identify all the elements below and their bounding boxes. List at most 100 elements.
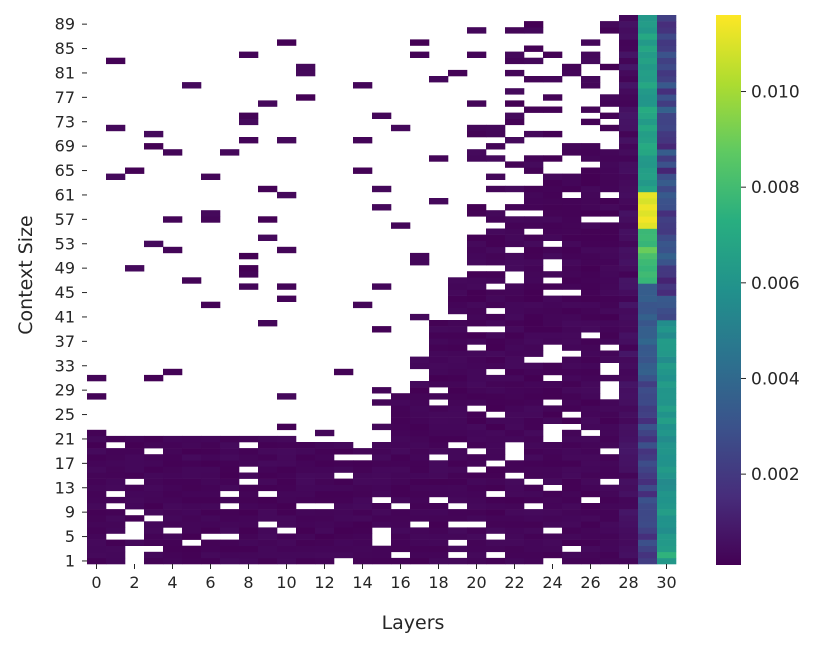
heatmap-cell (163, 448, 183, 455)
heatmap-cell (638, 515, 658, 522)
x-tick-label: 26 (580, 573, 600, 592)
heatmap-cell (543, 313, 563, 321)
heatmap-cell (505, 234, 525, 241)
heatmap-cell (581, 381, 601, 388)
heatmap-cell (391, 222, 411, 229)
heatmap-cell (657, 545, 677, 553)
heatmap-cell (258, 320, 278, 327)
heatmap-cell (429, 350, 449, 357)
heatmap-cell (657, 509, 677, 516)
heatmap-cell (505, 399, 525, 406)
heatmap-cell (429, 503, 449, 510)
heatmap-cell (239, 539, 259, 546)
heatmap-cell (353, 551, 373, 559)
heatmap-cell (163, 490, 183, 498)
heatmap-cell (524, 57, 544, 65)
heatmap-cell (562, 405, 582, 412)
heatmap-cell (505, 496, 525, 504)
heatmap-cell (657, 442, 677, 449)
heatmap-cell (296, 454, 316, 461)
heatmap-cell (87, 454, 107, 461)
heatmap-cell (524, 265, 544, 272)
heatmap-cell (600, 557, 620, 565)
heatmap-cell (125, 454, 145, 461)
heatmap-cell (87, 478, 107, 485)
heatmap-cell (581, 374, 601, 382)
heatmap-cell (125, 503, 145, 510)
heatmap-cell (638, 149, 658, 156)
heatmap-cell (239, 472, 259, 479)
heatmap-cell (600, 277, 620, 284)
heatmap-cell (524, 362, 544, 370)
heatmap-cell (372, 326, 392, 333)
heatmap-cell (277, 393, 297, 400)
heatmap-cell (638, 533, 658, 540)
heatmap-cell (581, 368, 601, 376)
heatmap-cell (220, 448, 240, 455)
heatmap-cell (182, 515, 202, 522)
heatmap-cell (657, 521, 677, 528)
heatmap-cell (581, 435, 601, 443)
y-tick-label: 77 (55, 88, 75, 107)
heatmap-cell (201, 435, 221, 443)
heatmap-cell (448, 472, 468, 479)
heatmap-cell (486, 271, 506, 278)
heatmap-cell (410, 393, 430, 400)
heatmap-cell (524, 472, 544, 479)
heatmap-cell (429, 417, 449, 424)
heatmap-cell (543, 283, 563, 290)
heatmap-cell (486, 435, 506, 443)
heatmap-cell (486, 246, 506, 254)
heatmap-cell (581, 283, 601, 290)
heatmap-cell (239, 484, 259, 492)
heatmap-cell (600, 283, 620, 290)
heatmap-cell (638, 320, 658, 327)
heatmap-cell (581, 527, 601, 534)
heatmap-cell (467, 155, 487, 162)
heatmap-cell (657, 76, 677, 83)
heatmap-cell (619, 484, 639, 492)
heatmap-cell (334, 539, 354, 546)
y-tick-label: 69 (55, 137, 75, 156)
heatmap-cell (638, 246, 658, 254)
heatmap-cell (505, 313, 525, 321)
heatmap-cell (619, 533, 639, 540)
heatmap-cell (182, 521, 202, 528)
heatmap-cell (391, 399, 411, 406)
x-tick-label: 2 (129, 573, 139, 592)
heatmap-cell (524, 399, 544, 406)
heatmap-cell (524, 191, 544, 199)
heatmap-cell (353, 496, 373, 504)
heatmap-cell (657, 405, 677, 412)
heatmap-cell (619, 362, 639, 370)
heatmap-cell (619, 503, 639, 510)
heatmap-cell (600, 503, 620, 510)
heatmap-cell (657, 381, 677, 388)
heatmap-cell (524, 454, 544, 461)
heatmap-cell (562, 533, 582, 540)
heatmap-cell (448, 301, 468, 309)
heatmap-cell (201, 466, 221, 473)
heatmap-cell (201, 515, 221, 522)
heatmap-cell (657, 222, 677, 229)
heatmap-cell (220, 521, 240, 528)
heatmap-cell (638, 228, 658, 235)
heatmap-cell (220, 527, 240, 534)
heatmap-cell (391, 521, 411, 528)
heatmap-cell (562, 454, 582, 461)
heatmap-cell (353, 448, 373, 455)
heatmap-cell (581, 326, 601, 333)
heatmap-cell (125, 496, 145, 504)
y-axis-label: Context Size (15, 215, 37, 334)
heatmap-cell (391, 478, 411, 485)
heatmap-cell (334, 466, 354, 473)
heatmap-cell (486, 362, 506, 370)
heatmap-cell (353, 167, 373, 174)
heatmap-cell (486, 210, 506, 217)
heatmap-cell (581, 198, 601, 205)
heatmap-cell (467, 527, 487, 534)
heatmap-cell (391, 442, 411, 449)
heatmap-cell (239, 137, 259, 144)
heatmap-cell (258, 533, 278, 540)
heatmap-cell (239, 533, 259, 540)
